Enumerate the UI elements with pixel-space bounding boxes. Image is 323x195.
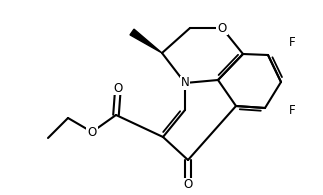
Text: N: N [181,76,189,90]
Text: O: O [113,82,123,95]
Text: O: O [217,21,227,35]
Text: O: O [88,126,97,138]
Polygon shape [130,29,162,53]
Text: F: F [289,104,295,116]
Text: F: F [289,35,295,49]
Text: O: O [183,178,193,191]
